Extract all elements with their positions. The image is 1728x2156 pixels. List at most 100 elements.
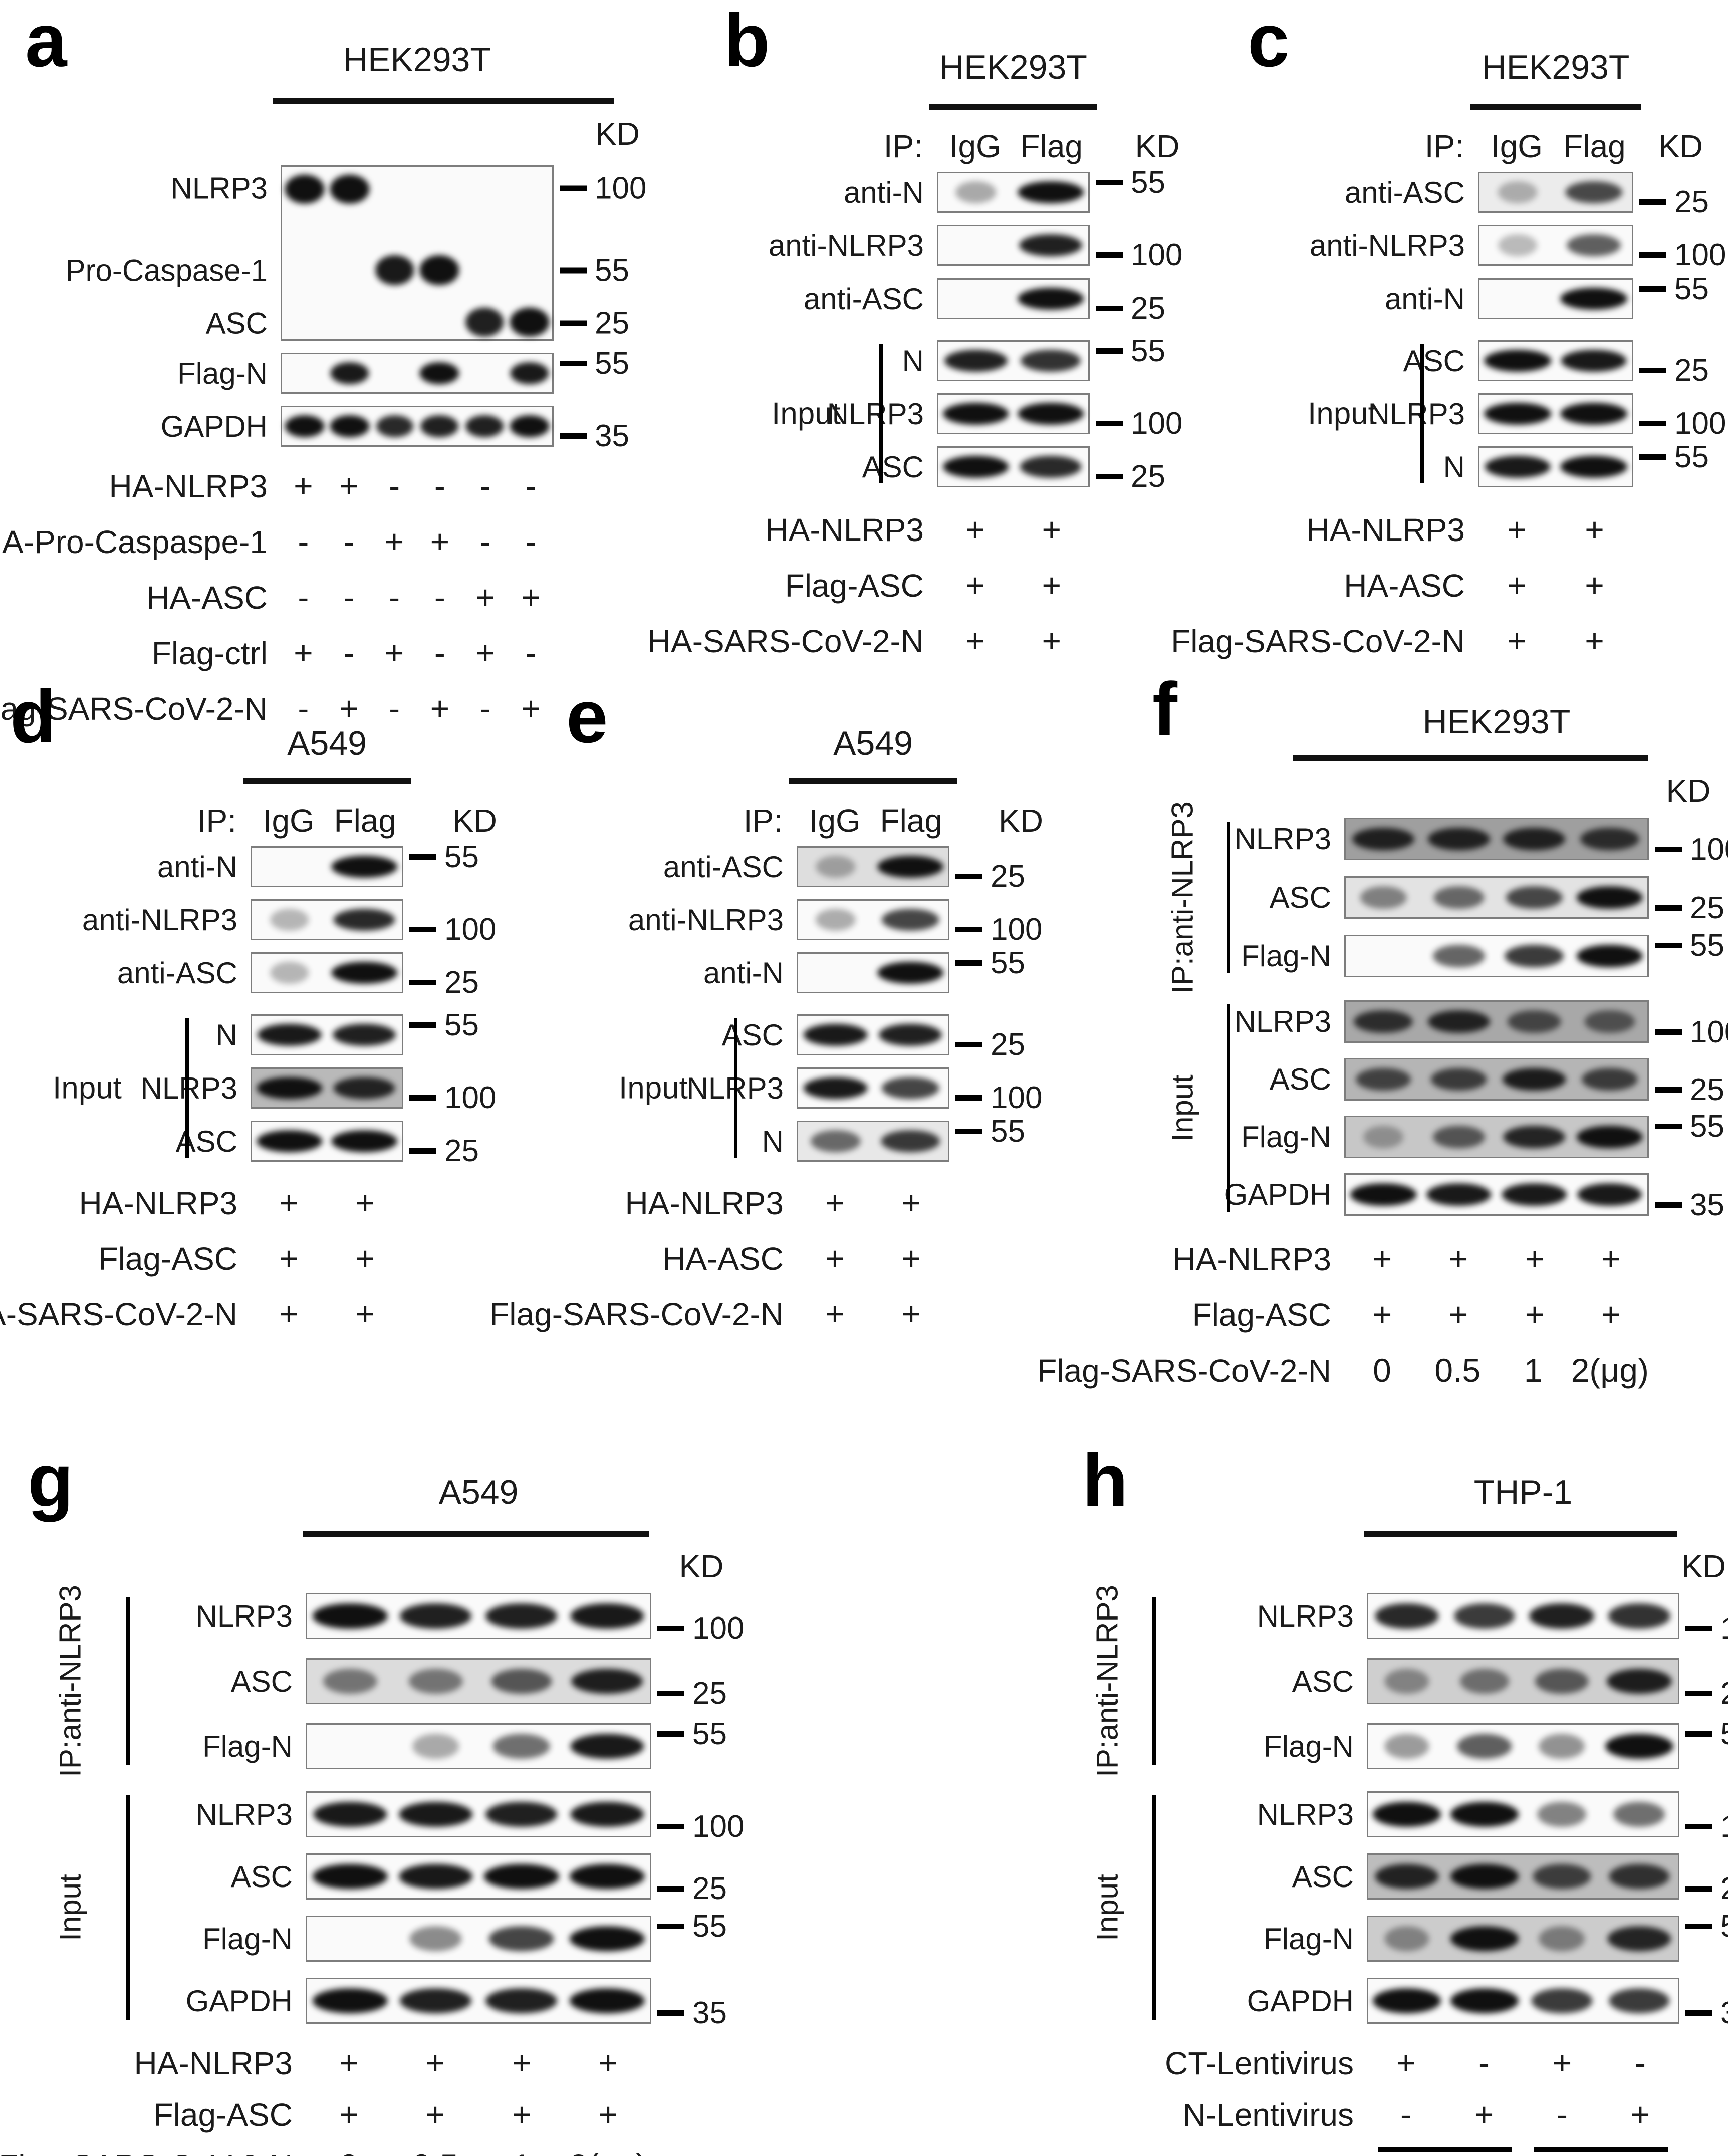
marker-tick bbox=[657, 2010, 684, 2016]
protein-band bbox=[1613, 1802, 1665, 1827]
blot-strip bbox=[306, 1593, 651, 1639]
blot-label: ASC bbox=[205, 306, 268, 340]
marker-tick bbox=[1685, 1924, 1712, 1929]
protein-band bbox=[1375, 1603, 1439, 1629]
ip-columns: IgG Flag bbox=[251, 802, 403, 839]
marker-col: 100 bbox=[1679, 1791, 1728, 1844]
mw-marker: 25 bbox=[1639, 353, 1709, 388]
condition-label: Flag-ASC bbox=[98, 1241, 237, 1277]
blot-row: anti-NLRP3 100 bbox=[1232, 225, 1728, 273]
blot-strip bbox=[251, 952, 403, 993]
protein-band bbox=[330, 174, 370, 204]
ip-col-flag: Flag bbox=[1020, 128, 1083, 164]
condition-values: + + + + bbox=[1344, 1295, 1649, 1333]
blot-label: anti-ASC bbox=[803, 282, 924, 316]
marker-value: 35 bbox=[1720, 1995, 1728, 2031]
protein-band bbox=[465, 415, 504, 438]
blot-label: ASC bbox=[230, 1664, 293, 1698]
protein-band bbox=[1535, 1669, 1589, 1694]
panel-letter-a: a bbox=[25, 0, 67, 82]
blot-label: anti-NLRP3 bbox=[82, 903, 237, 937]
marker-tick bbox=[1639, 421, 1666, 426]
input-label: Input bbox=[1308, 396, 1377, 431]
mw-marker: 100 bbox=[1685, 1809, 1728, 1844]
condition-value: + bbox=[1601, 1240, 1621, 1277]
blot-label: Flag-N bbox=[1263, 1729, 1354, 1763]
protein-band bbox=[1018, 181, 1084, 204]
mw-marker: 25 bbox=[409, 1133, 479, 1169]
protein-band bbox=[1484, 349, 1551, 372]
mw-marker: 100 bbox=[955, 912, 1042, 947]
blot-row: N 55 bbox=[701, 334, 1227, 381]
condition-row: HA-ASC + + bbox=[1232, 566, 1728, 605]
marker-col: 35 bbox=[651, 1978, 752, 2030]
cell-line-row: HEK293T bbox=[701, 48, 1227, 87]
protein-band bbox=[1384, 1926, 1429, 1951]
mw-marker: 100 bbox=[409, 912, 496, 947]
condition-value: + bbox=[279, 1184, 299, 1221]
protein-band bbox=[1567, 234, 1621, 257]
protein-band bbox=[1432, 1125, 1485, 1149]
marker-value: 25 bbox=[1720, 1871, 1728, 1907]
condition-values: + - + - bbox=[1367, 2044, 1679, 2082]
cell-line-row: A549 bbox=[15, 1473, 752, 1512]
blot-row: anti-ASC 25 bbox=[1232, 172, 1728, 219]
marker-tick bbox=[1096, 474, 1123, 479]
protein-band bbox=[465, 307, 504, 337]
blot-label: ASC bbox=[1292, 1859, 1354, 1894]
protein-band bbox=[398, 1802, 473, 1827]
condition-values: + + bbox=[797, 1184, 949, 1222]
marker-value: 55 bbox=[1131, 334, 1165, 368]
condition-row: HA-NLRP3 + + bbox=[1232, 510, 1728, 549]
input-section: Input NLRP3 100 ASC 25 Flag-N 55 GAPDH 3… bbox=[1142, 1000, 1728, 1222]
cell-line-row: HEK293T bbox=[1142, 702, 1728, 741]
protein-band bbox=[569, 1988, 645, 2013]
blot-row: anti-N 55 bbox=[551, 946, 1092, 993]
protein-band bbox=[1432, 944, 1485, 968]
blot-row: anti-ASC 25 bbox=[5, 952, 546, 1000]
condition-label: HA-ASC bbox=[1344, 568, 1465, 604]
condition-value: - bbox=[343, 634, 355, 671]
marker-col: 100 bbox=[403, 1067, 546, 1115]
condition-value: - bbox=[389, 467, 400, 504]
protein-band bbox=[412, 1734, 459, 1759]
condition-values: + + bbox=[1478, 622, 1633, 660]
blot-label: GAPDH bbox=[1224, 1178, 1331, 1211]
marker-col: 55 bbox=[949, 1114, 1092, 1162]
group-nigercin: Nigercin bbox=[1523, 2147, 1679, 2156]
condition-value: + bbox=[430, 523, 450, 560]
treatment-groups: DMSO Nigercin bbox=[1367, 2147, 1679, 2156]
protein-band bbox=[1576, 1125, 1643, 1149]
marker-value: 25 bbox=[991, 1027, 1025, 1062]
marker-tick bbox=[955, 874, 982, 879]
mw-marker: 25 bbox=[1655, 1072, 1724, 1108]
protein-band bbox=[331, 855, 398, 878]
protein-band bbox=[881, 908, 939, 931]
blot-label: ASC bbox=[175, 1124, 237, 1158]
protein-band bbox=[1537, 1802, 1587, 1827]
blot-label: N bbox=[215, 1018, 237, 1052]
protein-band bbox=[1426, 1183, 1492, 1206]
mw-marker: 100 bbox=[560, 170, 646, 206]
protein-band bbox=[1498, 234, 1537, 257]
marker-value: 55 bbox=[444, 1008, 479, 1042]
protein-band bbox=[1584, 1010, 1635, 1033]
marker-value: 25 bbox=[991, 859, 1025, 894]
condition-value: + bbox=[825, 1295, 845, 1332]
blot-label: ASC bbox=[1269, 881, 1331, 914]
mw-marker: 100 bbox=[409, 1080, 496, 1116]
condition-value: + bbox=[294, 467, 313, 504]
kd-label: KD bbox=[1666, 773, 1711, 809]
blot-label: anti-NLRP3 bbox=[1309, 228, 1465, 262]
condition-value: + bbox=[384, 634, 404, 671]
blot-strip bbox=[797, 1121, 949, 1162]
condition-row: Flag-ctrl + - + - + - bbox=[15, 634, 681, 672]
protein-band bbox=[333, 1076, 395, 1100]
condition-value: + bbox=[512, 2096, 532, 2133]
panel-c: c HEK293T IP: IgG Flag KD anti-ASC 25 an… bbox=[1171, 0, 1728, 660]
protein-band bbox=[942, 455, 1009, 478]
condition-value: + bbox=[1585, 567, 1604, 604]
ip-col-flag: Flag bbox=[1563, 128, 1626, 164]
marker-col: 55 bbox=[403, 1008, 546, 1055]
marker-value: 55 bbox=[1720, 1716, 1728, 1752]
